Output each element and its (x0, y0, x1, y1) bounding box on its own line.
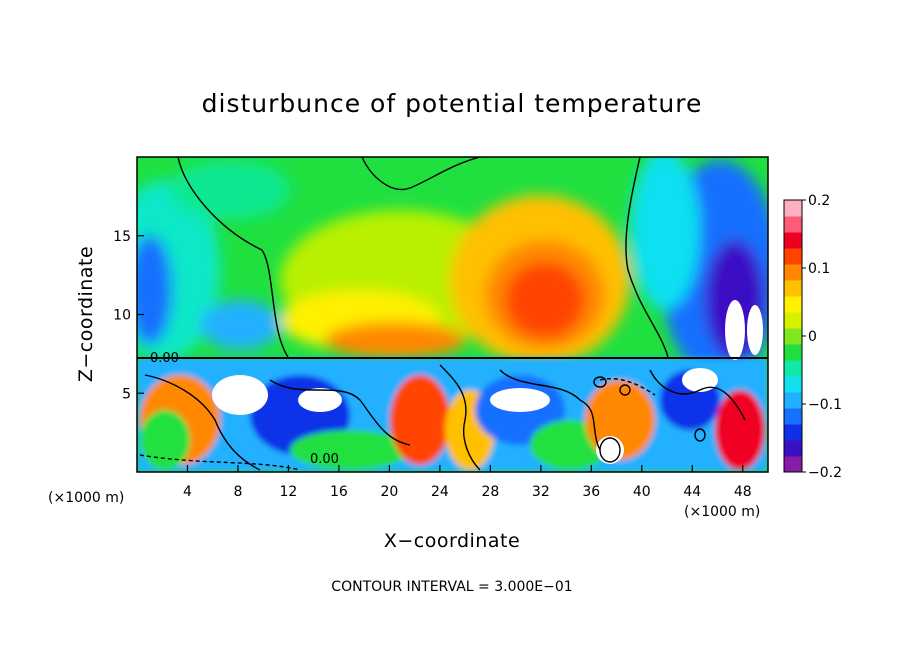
colorbar-swatch (784, 360, 802, 377)
colorbar-tick-label: −0.2 (808, 465, 842, 481)
colorbar-swatch (784, 424, 802, 441)
colorbar-tick-label: 0.2 (808, 193, 830, 209)
colorbar-swatch (784, 408, 802, 425)
x-axis-label: X−coordinate (384, 530, 520, 552)
colorbar-swatch (784, 280, 802, 297)
y-axis: 5 10 15 (113, 229, 144, 402)
x-tick-label: 48 (734, 484, 752, 500)
colorbar-tick-label: 0.1 (808, 261, 830, 277)
x-tick-label: 44 (683, 484, 701, 500)
colorbar (783, 199, 803, 473)
chart-title: disturbunce of potential temperature (202, 89, 703, 118)
contour-label: 0.00 (150, 351, 179, 366)
x-tick-label: 40 (633, 484, 651, 500)
heatmap-field: 0.00 0.00 (137, 157, 768, 472)
colorbar-tick-label: −0.1 (808, 397, 842, 413)
colorbar-tick-label: 0 (808, 329, 817, 345)
colorbar-swatch (784, 440, 802, 457)
colorbar-swatch (784, 248, 802, 265)
colorbar-swatch (784, 296, 802, 313)
x-unit-label-right: (×1000 m) (684, 504, 760, 520)
colorbar-swatch (784, 232, 802, 249)
colorbar-swatch (784, 376, 802, 393)
x-tick-label: 8 (233, 484, 242, 500)
x-tick-label: 24 (431, 484, 449, 500)
x-tick-label: 36 (582, 484, 600, 500)
x-axis: 4 8 12 16 20 24 28 32 36 40 44 48 (183, 465, 752, 500)
y-tick-label: 15 (113, 229, 131, 245)
colorbar-swatch (784, 456, 802, 473)
colorbar-swatch (784, 392, 802, 409)
x-unit-label: (×1000 m) (48, 490, 124, 506)
x-tick-label: 28 (481, 484, 499, 500)
y-tick-label: 10 (113, 308, 131, 324)
colorbar-swatch (784, 344, 802, 361)
contour-label: 0.00 (310, 452, 339, 467)
colorbar-swatch (784, 264, 802, 281)
colorbar-ticks: 0.2 0.1 0 −0.1 −0.2 (802, 193, 842, 481)
y-tick-label: 5 (122, 386, 131, 402)
y-axis-label: Z−coordinate (75, 246, 97, 382)
x-tick-label: 20 (380, 484, 398, 500)
x-tick-label: 16 (330, 484, 348, 500)
colorbar-swatch (784, 312, 802, 329)
x-tick-label: 4 (183, 484, 192, 500)
colorbar-swatch (784, 328, 802, 345)
contour-interval-note: CONTOUR INTERVAL = 3.000E−01 (331, 579, 572, 595)
colorbar-swatch (784, 216, 802, 233)
x-tick-label: 12 (280, 484, 298, 500)
colorbar-swatch (784, 200, 802, 217)
x-tick-label: 32 (532, 484, 550, 500)
